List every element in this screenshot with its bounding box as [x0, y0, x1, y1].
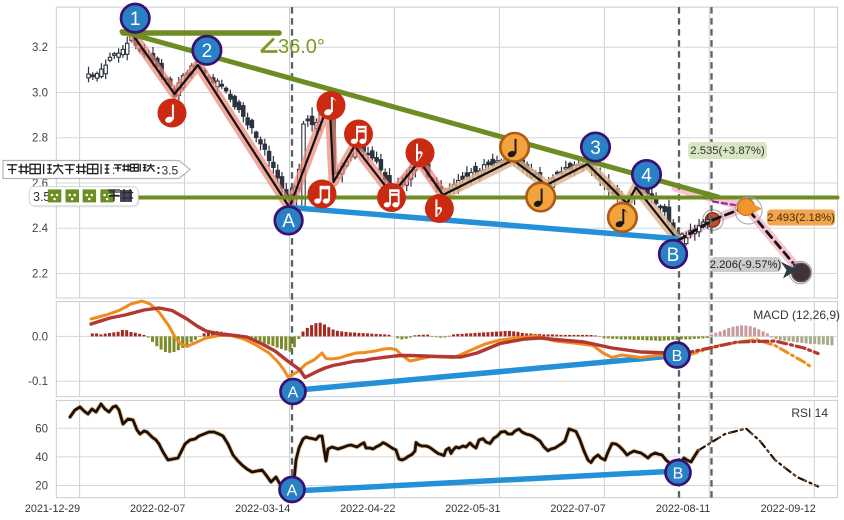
svg-text::: :	[112, 163, 115, 177]
svg-text:B: B	[673, 465, 684, 482]
svg-text:2022-08-11: 2022-08-11	[656, 503, 710, 515]
svg-text:RSI 14: RSI 14	[791, 406, 828, 420]
svg-text:3: 3	[590, 138, 601, 159]
svg-text:2021-12-29: 2021-12-29	[25, 503, 80, 515]
svg-text:0.0: 0.0	[32, 331, 48, 343]
svg-text:2.493(2.18%): 2.493(2.18%)	[767, 212, 835, 224]
svg-text:2.4: 2.4	[32, 223, 49, 235]
svg-text:3.5: 3.5	[162, 164, 179, 178]
svg-text:MACD (12,26,9): MACD (12,26,9)	[753, 308, 840, 322]
svg-text:-0.1: -0.1	[28, 376, 48, 388]
svg-text:2: 2	[202, 41, 213, 62]
svg-text:2022-09-12: 2022-09-12	[761, 503, 816, 515]
svg-text:A: A	[288, 384, 299, 401]
svg-text:B: B	[667, 245, 680, 266]
svg-text:A: A	[287, 482, 298, 499]
svg-text:40: 40	[35, 452, 48, 464]
svg-text:60: 60	[35, 423, 48, 435]
svg-text:2.535(+3.87%): 2.535(+3.87%)	[690, 145, 765, 157]
svg-text:B: B	[672, 348, 683, 365]
svg-text:3.0: 3.0	[32, 88, 48, 100]
svg-text:4: 4	[641, 165, 652, 186]
svg-text:3.2: 3.2	[32, 42, 48, 54]
svg-text:20: 20	[35, 481, 48, 493]
svg-text:2022-03-14: 2022-03-14	[235, 503, 290, 515]
svg-text:2022-05-31: 2022-05-31	[445, 503, 500, 515]
svg-text:2.206(-9.57%): 2.206(-9.57%)	[710, 259, 782, 271]
svg-text:2022-07-07: 2022-07-07	[550, 503, 605, 515]
svg-text:2.8: 2.8	[32, 133, 48, 145]
svg-text:2022-04-22: 2022-04-22	[340, 503, 395, 515]
svg-text:A: A	[282, 211, 295, 232]
svg-text:2022-02-07: 2022-02-07	[130, 503, 185, 515]
svg-text:1: 1	[130, 9, 141, 30]
svg-text:2.2: 2.2	[32, 269, 48, 281]
svg-text:3.5: 3.5	[33, 190, 50, 204]
svg-text:36.0°: 36.0°	[278, 36, 325, 58]
